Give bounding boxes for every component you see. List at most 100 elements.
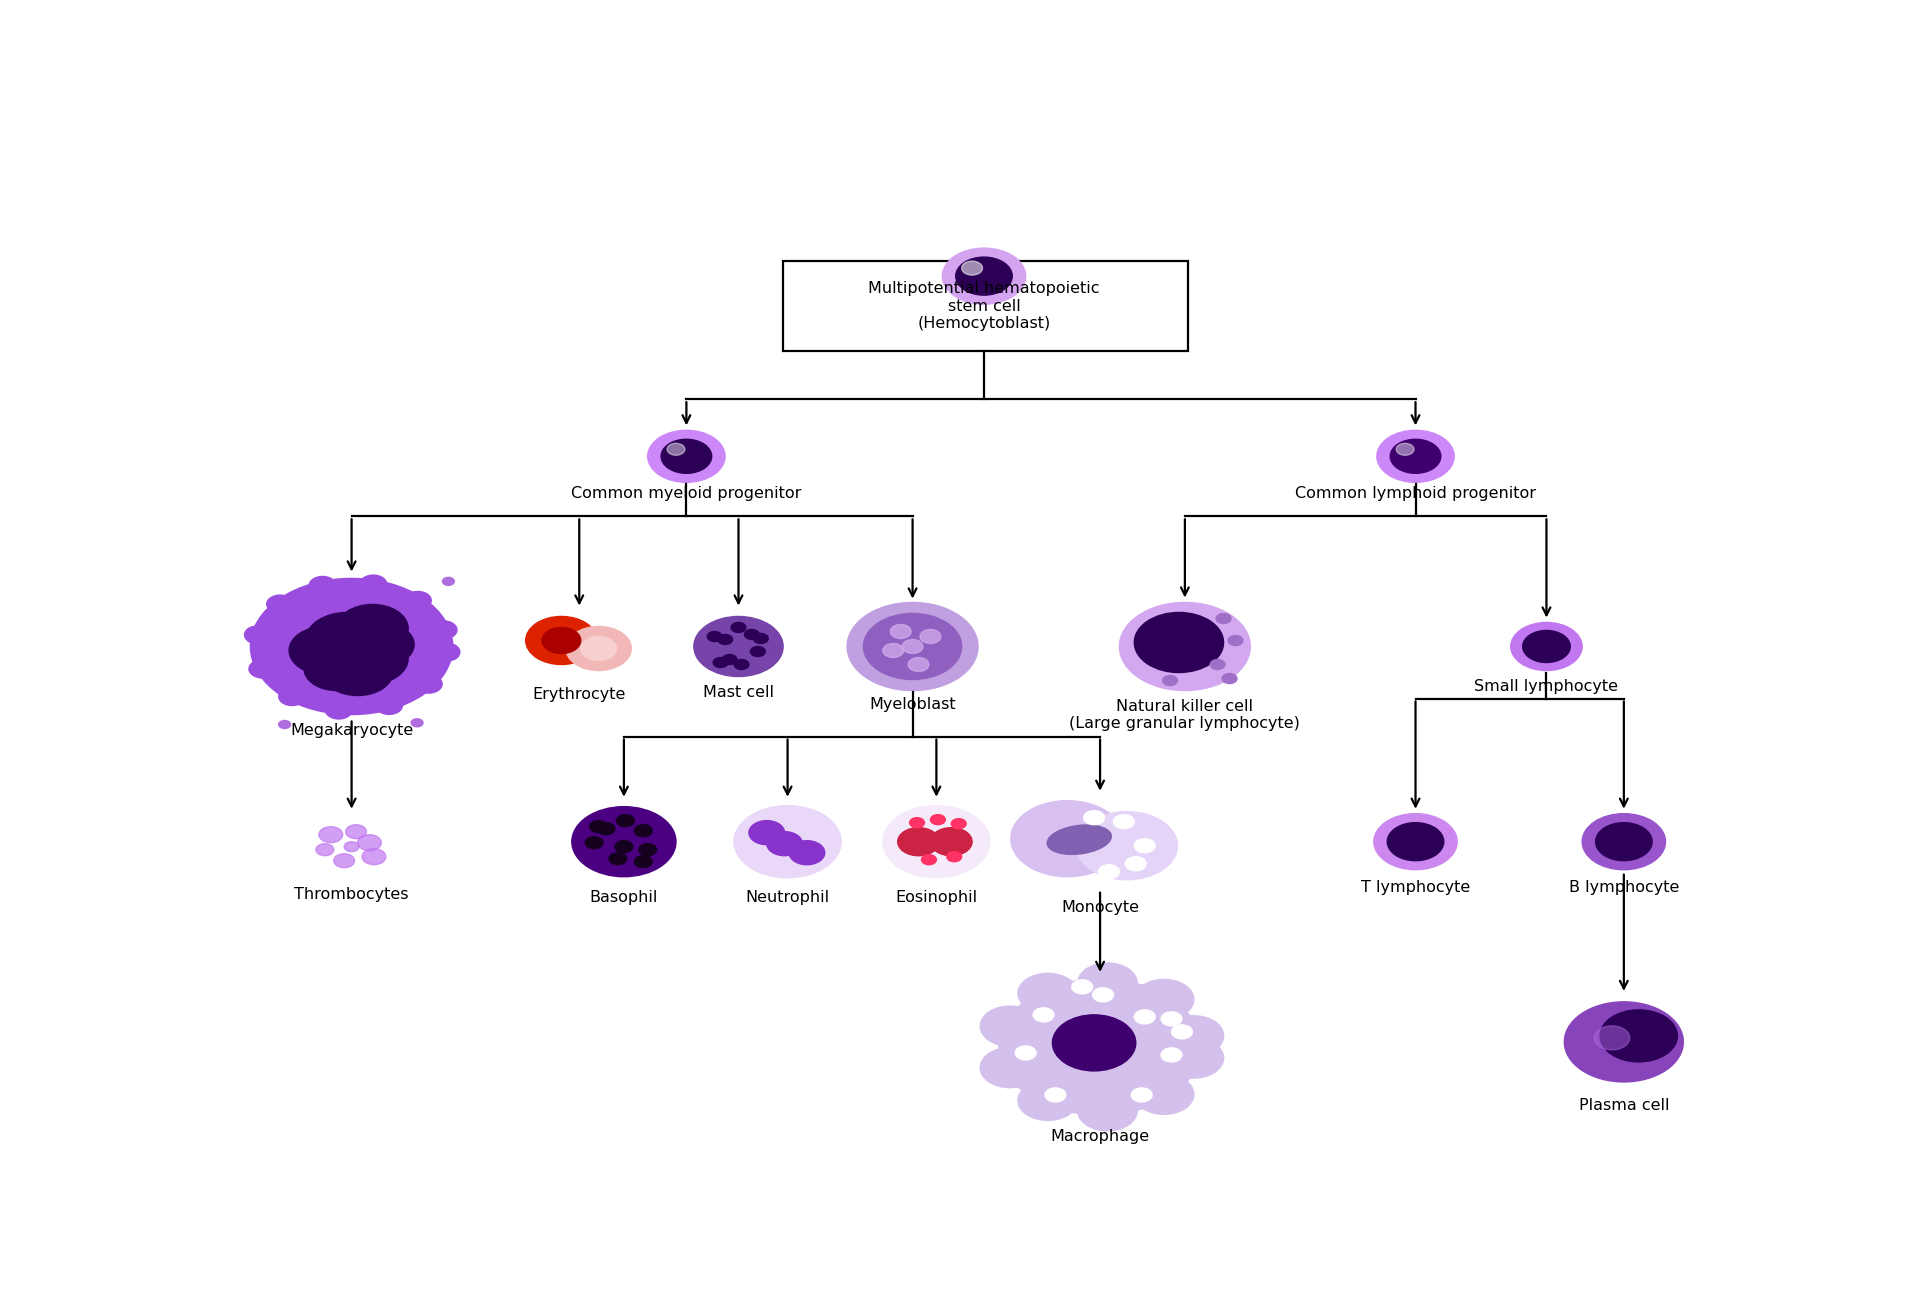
Circle shape [566,627,632,671]
Circle shape [349,623,415,667]
Ellipse shape [1046,826,1112,854]
Circle shape [1135,612,1223,672]
Circle shape [634,824,653,837]
Circle shape [745,629,758,640]
Text: Eosinophil: Eosinophil [895,889,977,905]
Circle shape [278,688,305,706]
Circle shape [647,430,726,482]
Circle shape [330,633,409,685]
Circle shape [753,633,768,644]
Circle shape [319,827,342,842]
Circle shape [411,719,422,727]
Circle shape [1221,673,1236,684]
Circle shape [1164,1015,1223,1056]
Circle shape [766,832,803,855]
Circle shape [250,660,276,677]
Circle shape [1599,1010,1678,1062]
Circle shape [956,257,1012,295]
Circle shape [1229,636,1242,646]
Circle shape [707,632,722,641]
Circle shape [430,621,457,638]
Text: Common lymphoid progenitor: Common lymphoid progenitor [1294,486,1536,502]
Circle shape [442,577,455,585]
Circle shape [572,806,676,876]
Circle shape [1582,814,1665,870]
Circle shape [902,640,924,654]
Circle shape [376,697,403,715]
Circle shape [267,595,294,614]
Circle shape [1083,811,1104,824]
Circle shape [660,439,712,473]
Circle shape [1125,857,1146,871]
Circle shape [346,824,367,839]
Circle shape [639,844,657,855]
Circle shape [1164,1037,1223,1078]
Text: Basophil: Basophil [589,889,659,905]
Circle shape [732,623,745,633]
Circle shape [305,612,388,668]
Text: Plasma cell: Plasma cell [1578,1098,1668,1113]
Circle shape [244,625,271,644]
Circle shape [1171,1024,1192,1039]
Circle shape [580,637,616,660]
Circle shape [250,578,453,715]
Circle shape [1077,963,1137,1004]
Circle shape [931,828,972,855]
Circle shape [526,616,597,664]
Circle shape [883,644,904,658]
Circle shape [323,647,394,696]
Text: Macrophage: Macrophage [1050,1128,1150,1144]
Circle shape [789,841,826,864]
Circle shape [1018,974,1077,1014]
Circle shape [1375,814,1457,870]
Circle shape [363,849,386,864]
Circle shape [864,614,962,680]
Circle shape [434,644,461,662]
Circle shape [922,854,937,864]
Circle shape [344,841,359,852]
Circle shape [1018,1080,1077,1121]
Text: Myeloblast: Myeloblast [870,697,956,711]
Circle shape [943,248,1025,304]
Circle shape [733,659,749,670]
Circle shape [1565,1002,1684,1082]
Circle shape [213,610,225,617]
Circle shape [586,837,603,849]
Circle shape [303,646,369,690]
Circle shape [1098,864,1119,879]
Circle shape [290,627,361,675]
Circle shape [597,823,614,835]
Circle shape [317,844,334,855]
Circle shape [722,654,737,664]
Circle shape [1135,838,1156,853]
Circle shape [666,443,685,455]
Circle shape [931,815,945,824]
Circle shape [359,575,386,593]
Circle shape [1377,430,1453,482]
Circle shape [920,629,941,644]
Circle shape [1010,801,1123,876]
Circle shape [1052,1015,1137,1071]
Text: Natural killer cell
(Large granular lymphocyte): Natural killer cell (Large granular lymp… [1069,698,1300,731]
Circle shape [1077,1091,1137,1131]
Circle shape [1210,659,1225,670]
Circle shape [334,854,355,867]
Circle shape [405,592,432,610]
Circle shape [981,1006,1041,1046]
Circle shape [1077,811,1177,880]
Circle shape [718,634,733,645]
Circle shape [1071,980,1092,993]
Circle shape [1135,1074,1194,1114]
FancyBboxPatch shape [783,261,1188,351]
Circle shape [883,806,991,878]
Circle shape [749,820,785,845]
Circle shape [981,1048,1041,1088]
Circle shape [1596,823,1651,861]
Circle shape [1162,1048,1183,1062]
Text: Mast cell: Mast cell [703,685,774,699]
Circle shape [415,675,442,693]
Circle shape [1114,815,1135,828]
Text: Small lymphocyte: Small lymphocyte [1475,679,1619,693]
Circle shape [891,624,912,638]
Circle shape [712,658,728,667]
